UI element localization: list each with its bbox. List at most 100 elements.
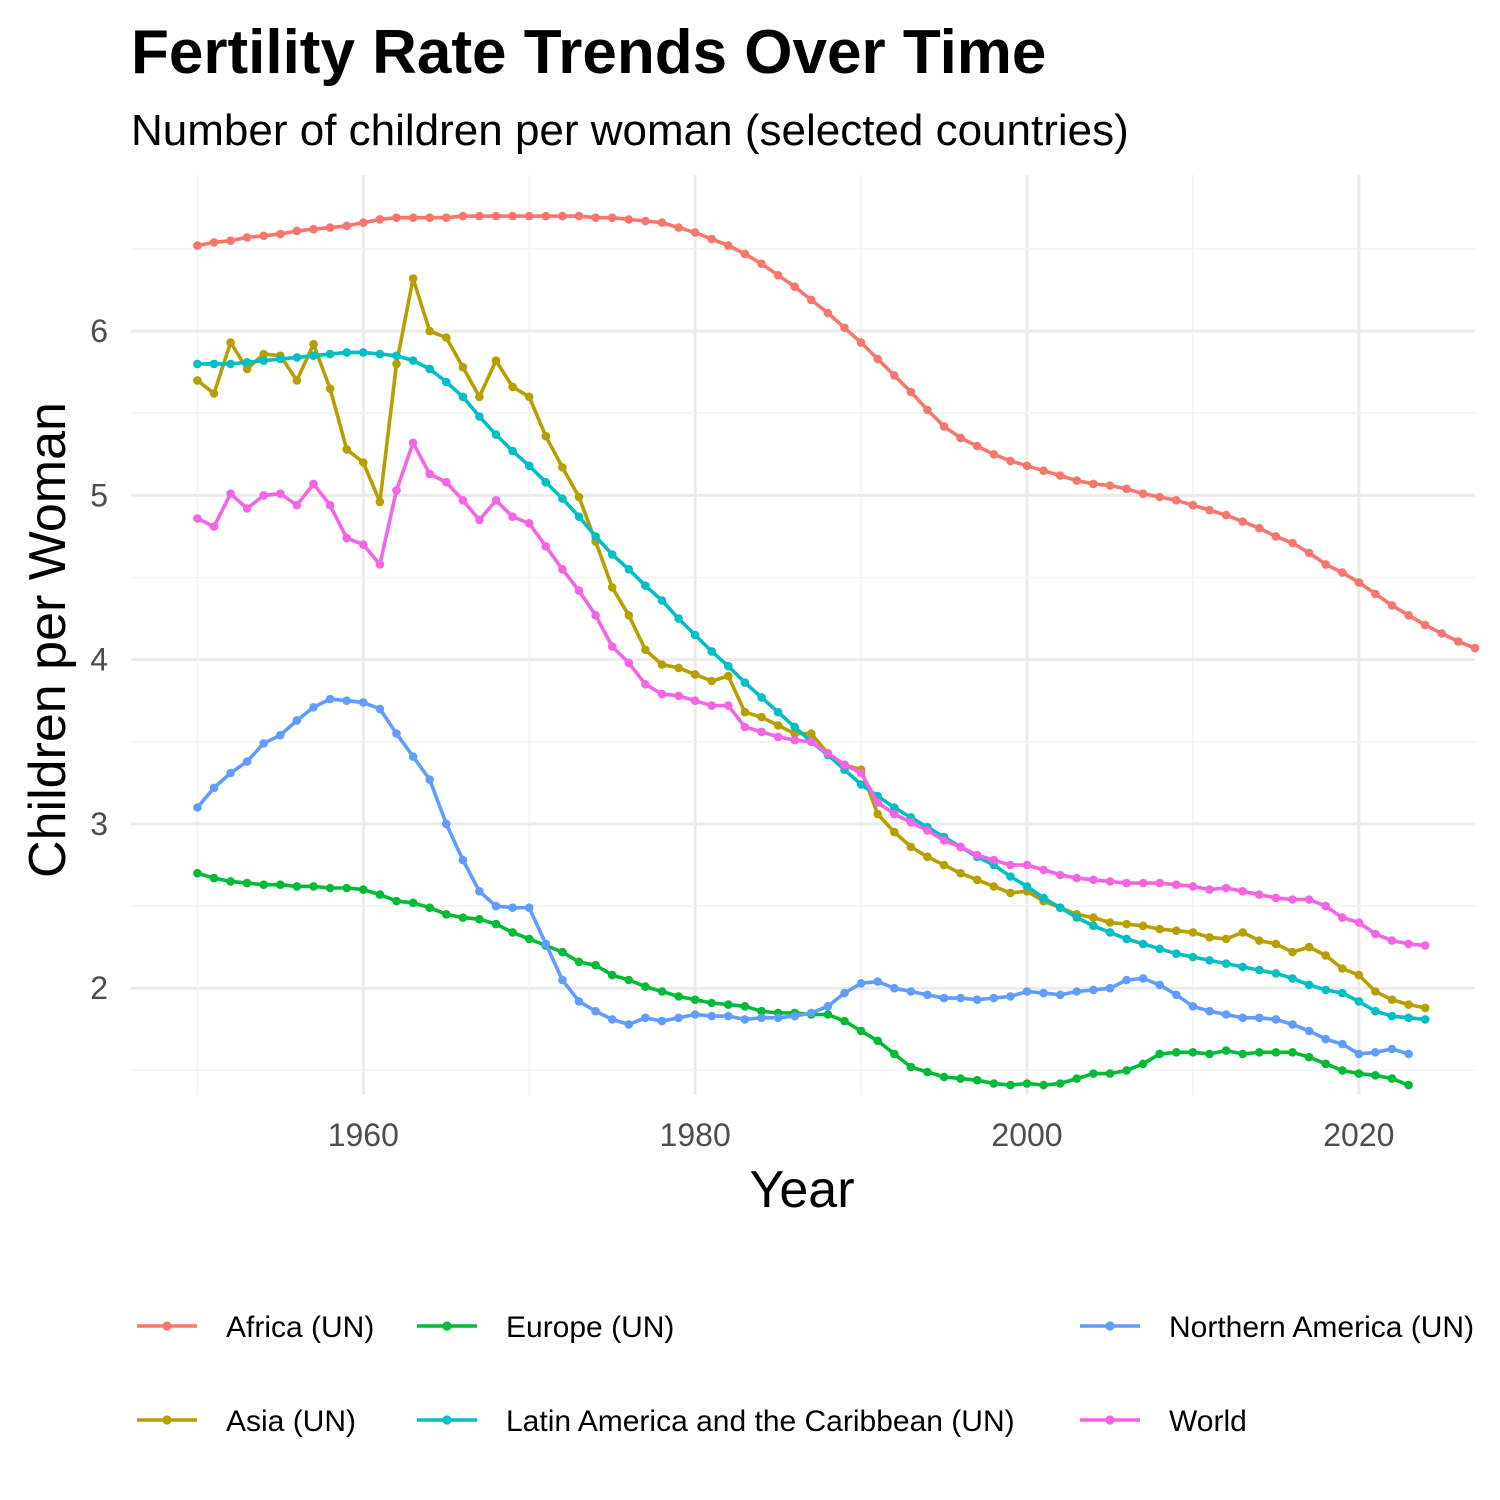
legend-label: World bbox=[1169, 1405, 1247, 1438]
data-point bbox=[823, 1002, 833, 1011]
data-point bbox=[425, 775, 435, 784]
data-point bbox=[276, 730, 285, 740]
data-point bbox=[1454, 637, 1463, 646]
legend-item-world: World bbox=[1080, 1405, 1247, 1438]
legend-swatch-point bbox=[1105, 1321, 1115, 1331]
data-point bbox=[558, 947, 567, 957]
data-point bbox=[1022, 1079, 1032, 1088]
data-point bbox=[724, 241, 733, 250]
data-point bbox=[1255, 523, 1264, 533]
data-point bbox=[972, 1075, 982, 1085]
data-point bbox=[773, 707, 783, 717]
data-point bbox=[508, 903, 517, 912]
data-point bbox=[524, 519, 534, 528]
data-point bbox=[342, 883, 352, 893]
data-point bbox=[856, 979, 866, 988]
data-point bbox=[591, 532, 600, 541]
data-point bbox=[1039, 466, 1048, 476]
legend-swatch-point bbox=[162, 1415, 172, 1425]
data-point bbox=[873, 798, 882, 807]
data-point bbox=[1205, 1006, 1214, 1016]
data-point bbox=[873, 354, 882, 364]
data-point bbox=[1006, 872, 1015, 881]
series-asia-un bbox=[193, 274, 1430, 1013]
data-point bbox=[392, 729, 401, 738]
data-point bbox=[1089, 913, 1098, 922]
data-point bbox=[923, 990, 932, 1000]
data-point bbox=[508, 446, 517, 456]
data-point bbox=[1288, 538, 1297, 548]
data-point bbox=[823, 308, 833, 318]
data-point bbox=[890, 1049, 899, 1059]
data-point bbox=[856, 780, 866, 789]
data-point bbox=[1205, 505, 1214, 515]
data-point bbox=[674, 663, 683, 673]
data-point bbox=[989, 1079, 999, 1088]
data-point bbox=[491, 356, 501, 365]
legend-swatch-point bbox=[442, 1321, 452, 1331]
data-point bbox=[1271, 939, 1281, 949]
data-point bbox=[408, 274, 418, 283]
data-point bbox=[724, 701, 733, 710]
data-point bbox=[690, 670, 700, 679]
series-europe-un bbox=[193, 868, 1413, 1090]
data-point bbox=[856, 1026, 866, 1036]
data-point bbox=[209, 522, 219, 531]
data-point bbox=[325, 694, 335, 704]
data-point bbox=[193, 514, 202, 523]
data-point bbox=[641, 680, 650, 689]
data-point bbox=[1354, 918, 1364, 927]
data-point bbox=[1470, 643, 1480, 653]
data-point bbox=[1072, 873, 1082, 883]
data-point bbox=[923, 852, 932, 862]
data-point bbox=[1304, 980, 1314, 990]
data-point bbox=[989, 993, 999, 1003]
data-point bbox=[508, 211, 517, 221]
data-point bbox=[790, 282, 799, 292]
data-point bbox=[193, 241, 202, 250]
data-point bbox=[458, 913, 468, 922]
data-point bbox=[408, 356, 418, 365]
x-tick-label: 1960 bbox=[328, 1117, 399, 1153]
data-point bbox=[1122, 878, 1131, 888]
data-point bbox=[524, 461, 534, 471]
data-point bbox=[541, 542, 551, 551]
data-point bbox=[1039, 1080, 1048, 1090]
data-point bbox=[1122, 934, 1131, 944]
data-point bbox=[1172, 990, 1181, 1000]
data-point bbox=[193, 359, 202, 369]
data-point bbox=[458, 496, 468, 505]
data-point bbox=[1371, 1071, 1380, 1080]
data-point bbox=[890, 809, 899, 819]
data-point bbox=[657, 218, 667, 227]
data-point bbox=[1255, 1013, 1264, 1023]
data-point bbox=[1006, 860, 1015, 870]
data-point bbox=[1288, 947, 1297, 957]
data-point bbox=[757, 1006, 766, 1016]
chart-title: Fertility Rate Trends Over Time bbox=[131, 18, 1046, 87]
data-point bbox=[1138, 921, 1148, 931]
data-point bbox=[1138, 1059, 1148, 1069]
chart-subtitle: Number of children per woman (selected c… bbox=[131, 106, 1129, 155]
data-point bbox=[674, 223, 683, 232]
data-point bbox=[690, 1010, 700, 1019]
data-point bbox=[359, 458, 368, 467]
data-point bbox=[1321, 1059, 1330, 1069]
data-point bbox=[574, 512, 584, 521]
data-point bbox=[458, 855, 468, 865]
data-point bbox=[1338, 1039, 1347, 1049]
data-point bbox=[1221, 510, 1231, 520]
data-point bbox=[491, 919, 501, 929]
data-point bbox=[1371, 987, 1380, 996]
data-point bbox=[342, 348, 352, 357]
data-point bbox=[209, 389, 219, 398]
legend-swatch-point bbox=[162, 1321, 172, 1331]
data-point bbox=[1089, 921, 1098, 931]
data-point bbox=[226, 359, 235, 369]
data-point bbox=[558, 975, 567, 985]
data-point bbox=[757, 1013, 766, 1023]
data-point bbox=[1188, 882, 1198, 891]
data-point bbox=[1205, 933, 1214, 942]
data-point bbox=[790, 722, 799, 732]
